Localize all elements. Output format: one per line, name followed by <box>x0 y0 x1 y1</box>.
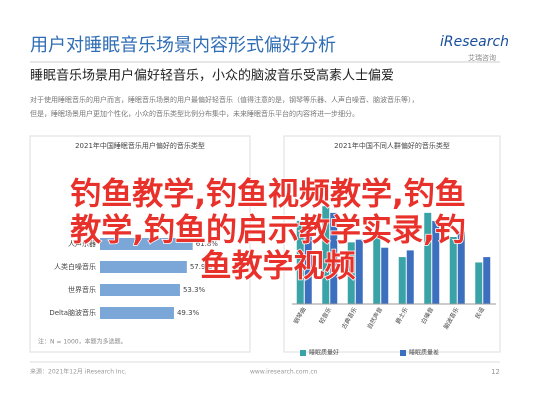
logo: iResearch <box>440 34 509 50</box>
overlay-text: 鱼教学视频 <box>201 249 356 285</box>
value-label: 61.8% <box>196 240 219 248</box>
bar <box>355 239 363 304</box>
note: 注：N = 1000，本题为多选题。 <box>38 338 127 346</box>
bar <box>100 284 180 296</box>
legend-swatch <box>400 350 406 356</box>
chart-title: 2021年中国睡眠音乐用户偏好的音乐类型 <box>75 141 205 150</box>
source: 来源：2021年12月 iResearch Inc. <box>30 368 127 376</box>
category-label: 世界音乐 <box>68 285 96 294</box>
bar <box>304 230 312 304</box>
site: www.iresearch.com.cn <box>250 369 318 376</box>
right-panel <box>283 135 501 353</box>
value-label: 57.9% <box>190 263 213 271</box>
bar <box>373 231 381 304</box>
body-line: 但是，睡眠场景用户更加个性化，小众的音乐类型比例分布集中，未来睡眠音乐平台的内容… <box>30 109 359 118</box>
bar <box>449 237 457 304</box>
bar <box>347 242 355 304</box>
left-panel <box>29 135 251 353</box>
overlay-text: 教学,钓鱼的启示教学实录,钓 <box>70 213 466 249</box>
subtitle: 睡眠音乐场景用户偏好轻音乐，小众的脑波音乐受高素人士偏爱 <box>30 68 394 84</box>
bar <box>100 261 187 273</box>
bar <box>296 220 304 304</box>
bar <box>322 206 330 304</box>
legend-label: 睡眠质量差 <box>409 349 439 357</box>
legend-label: 睡眠质量好 <box>309 349 339 357</box>
bar <box>457 231 465 304</box>
value-label: 49.3% <box>177 309 200 317</box>
legend-swatch <box>300 350 306 356</box>
category-label: 人声乐器 <box>68 239 96 248</box>
logo-sub: 艾瑞咨询 <box>468 53 496 62</box>
bar <box>432 220 440 304</box>
category-label: 人类白噪音乐 <box>54 262 96 271</box>
body-line: 对于使用睡眠音乐的用户而言，睡眠音乐场景的用户最偏好轻音乐（值得注意的是，钢琴等… <box>30 95 419 104</box>
category-label: Delta脑波音乐 <box>49 308 96 317</box>
bar <box>483 257 491 304</box>
bar <box>100 238 193 250</box>
bar <box>398 257 406 304</box>
chart-title: 2021年中国不同人群偏好的音乐类型 <box>334 141 450 150</box>
overlay-text: 钓鱼教学,钓鱼视频教学,钓鱼 <box>70 177 466 213</box>
title: 用户对睡眠音乐场景内容形式偏好分析 <box>30 35 336 56</box>
bar <box>100 307 174 319</box>
bar <box>475 262 483 304</box>
page-number: 12 <box>491 368 500 376</box>
bar <box>381 247 389 304</box>
bar <box>424 212 432 304</box>
value-label: 53.3% <box>183 286 206 294</box>
bar <box>330 212 338 304</box>
bar <box>406 250 414 304</box>
